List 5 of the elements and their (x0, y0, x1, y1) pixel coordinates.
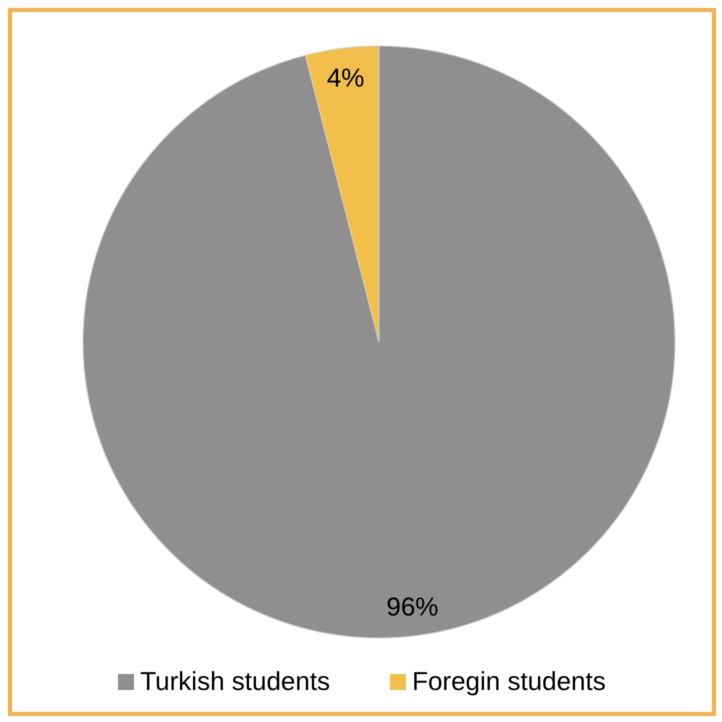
slice-label: Turkish students (140, 666, 330, 697)
pie-slice (82, 46, 676, 638)
data-label: 96% (386, 591, 438, 622)
legend-label: Foregin students (412, 666, 606, 697)
data-label: 4% (326, 62, 364, 93)
